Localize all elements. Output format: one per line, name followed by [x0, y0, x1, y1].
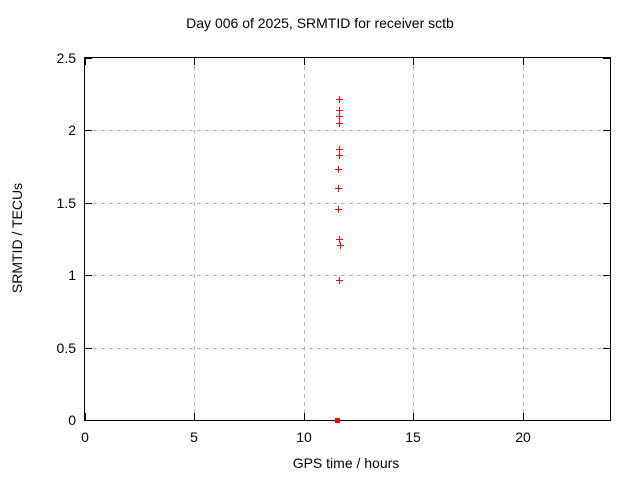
- data-point-plus: [335, 166, 342, 173]
- chart-title: Day 006 of 2025, SRMTID for receiver sct…: [186, 15, 454, 31]
- y-tick-mark-right: [603, 130, 610, 131]
- data-point-plus: [336, 236, 343, 243]
- data-point-plus: [336, 113, 343, 120]
- y-tick-mark-right: [603, 58, 610, 59]
- data-point-square: [335, 418, 340, 423]
- plot-area: 0 5 10 15 20 0 0.5 1 1.5 2 2.5: [57, 50, 611, 445]
- data-point-plus: [337, 242, 344, 249]
- y-gridline: [85, 203, 610, 204]
- x-tick-mark-top: [413, 58, 414, 65]
- y-gridline: [85, 130, 610, 131]
- y-tick-mark-right: [603, 420, 610, 421]
- x-tick-mark: [523, 413, 524, 420]
- x-tick-mark: [85, 413, 86, 420]
- x-tick-mark: [413, 413, 414, 420]
- x-axis-label: GPS time / hours: [292, 455, 400, 471]
- x-tick-label: 5: [190, 429, 198, 445]
- x-tick-mark: [194, 413, 195, 420]
- y-tick-mark: [85, 130, 92, 131]
- x-tick-mark-top: [85, 58, 86, 65]
- y-tick-mark: [85, 203, 92, 204]
- x-tick-mark-top: [194, 58, 195, 65]
- y-tick-label: 2.5: [56, 50, 76, 66]
- x-tick-mark-top: [523, 58, 524, 65]
- y-tick-label: 0.5: [56, 340, 76, 356]
- x-gridline: [304, 58, 305, 420]
- x-gridline: [413, 58, 414, 420]
- data-point-plus: [336, 277, 343, 284]
- data-point-plus: [336, 120, 343, 127]
- x-gridline: [194, 58, 195, 420]
- y-tick-mark: [85, 58, 92, 59]
- y-gridline: [85, 275, 610, 276]
- data-point-plus: [336, 107, 343, 114]
- y-tick-label: 1.5: [56, 195, 76, 211]
- x-gridline: [523, 58, 524, 420]
- y-gridline: [85, 348, 610, 349]
- y-tick-mark-right: [603, 203, 610, 204]
- x-tick-label: 20: [515, 429, 531, 445]
- x-tick-label: 0: [81, 429, 89, 445]
- data-point-plus: [336, 96, 343, 103]
- x-tick-mark-top: [304, 58, 305, 65]
- y-tick-label: 2: [68, 122, 76, 138]
- data-point-plus: [336, 146, 343, 153]
- y-tick-label: 0: [68, 412, 76, 428]
- y-tick-label: 1: [68, 267, 76, 283]
- x-tick-mark: [304, 413, 305, 420]
- y-tick-mark-right: [603, 275, 610, 276]
- data-point-plus: [335, 185, 342, 192]
- y-tick-mark: [85, 275, 92, 276]
- y-tick-mark: [85, 420, 92, 421]
- data-point-plus: [335, 206, 342, 213]
- x-tick-label: 10: [296, 429, 312, 445]
- data-point-plus: [336, 152, 343, 159]
- y-tick-mark: [85, 348, 92, 349]
- x-tick-label: 15: [405, 429, 421, 445]
- y-tick-mark-right: [603, 348, 610, 349]
